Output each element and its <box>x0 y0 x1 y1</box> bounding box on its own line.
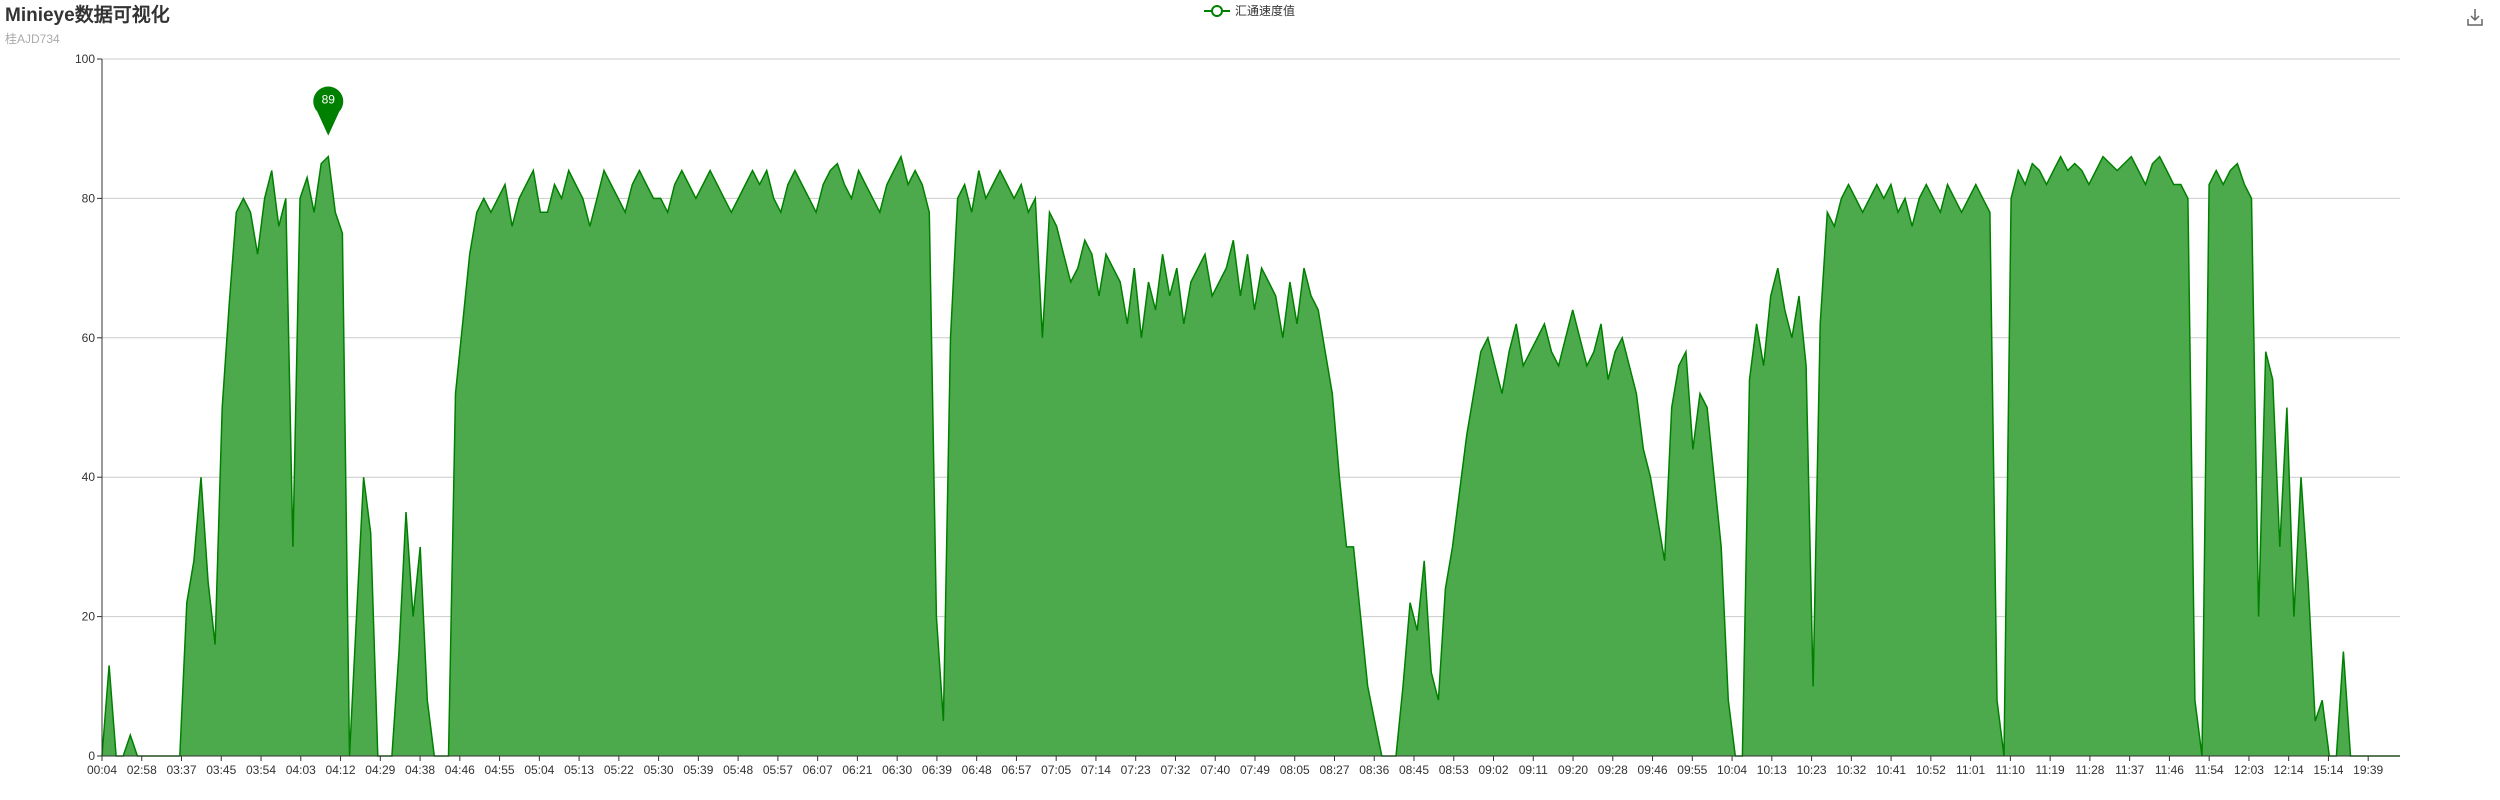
x-tick-label: 02:58 <box>127 763 157 777</box>
x-tick-label: 06:07 <box>803 763 833 777</box>
x-tick-label: 08:05 <box>1280 763 1310 777</box>
series-line <box>101 154 2400 757</box>
x-tick-label: 06:30 <box>882 763 912 777</box>
x-tick-label: 03:37 <box>166 763 196 777</box>
x-tick-label: 11:10 <box>1996 763 2025 777</box>
x-tick-label: 12:14 <box>2274 763 2304 777</box>
y-tick-label: 80 <box>82 191 96 205</box>
x-tick-label: 06:57 <box>1001 763 1031 777</box>
x-tick-label: 05:04 <box>524 763 554 777</box>
max-markpoint-pin <box>313 86 344 136</box>
x-tick-label: 11:01 <box>1956 763 1985 777</box>
x-tick-label: 09:46 <box>1638 763 1668 777</box>
x-tick-label: 19:39 <box>2353 763 2383 777</box>
x-tick-label: 04:38 <box>405 763 435 777</box>
x-tick-label: 09:55 <box>1677 763 1707 777</box>
x-tick-label: 10:23 <box>1797 763 1827 777</box>
x-tick-label: 07:40 <box>1200 763 1230 777</box>
y-tick-label: 60 <box>82 331 96 345</box>
chart-title: Minieye数据可视化 <box>5 5 170 26</box>
x-tick-label: 10:04 <box>1717 763 1747 777</box>
x-tick-label: 03:45 <box>206 763 236 777</box>
x-tick-label: 04:03 <box>286 763 316 777</box>
x-tick-label: 07:49 <box>1240 763 1270 777</box>
download-icon[interactable] <box>2464 6 2486 28</box>
x-tick-label: 04:55 <box>485 763 515 777</box>
series-area <box>102 156 2400 757</box>
x-tick-label: 11:28 <box>2075 763 2104 777</box>
x-tick-label: 05:22 <box>604 763 634 777</box>
x-tick-label: 05:57 <box>763 763 793 777</box>
x-tick-label: 06:48 <box>962 763 992 777</box>
x-tick-label: 08:53 <box>1439 763 1469 777</box>
y-tick-label: 0 <box>88 749 95 763</box>
x-tick-label: 04:12 <box>326 763 356 777</box>
x-tick-label: 00:04 <box>87 763 117 777</box>
x-tick-label: 09:02 <box>1479 763 1509 777</box>
x-tick-label: 03:54 <box>246 763 276 777</box>
x-tick-label: 11:54 <box>2195 763 2224 777</box>
x-tick-label: 12:03 <box>2234 763 2264 777</box>
x-tick-label: 05:48 <box>723 763 753 777</box>
x-tick-label: 10:32 <box>1836 763 1866 777</box>
line-circle-icon <box>1204 4 1230 17</box>
x-tick-label: 07:23 <box>1121 763 1151 777</box>
x-tick-label: 09:20 <box>1558 763 1588 777</box>
x-tick-label: 10:52 <box>1916 763 1946 777</box>
x-tick-label: 11:19 <box>2036 763 2065 777</box>
x-tick-label: 09:11 <box>1519 763 1548 777</box>
x-tick-label: 15:14 <box>2313 763 2343 777</box>
x-tick-label: 05:13 <box>564 763 594 777</box>
x-tick-label: 07:32 <box>1160 763 1190 777</box>
x-tick-label: 10:13 <box>1757 763 1787 777</box>
x-tick-label: 05:39 <box>683 763 713 777</box>
x-tick-label: 08:36 <box>1359 763 1389 777</box>
x-tick-label: 09:28 <box>1598 763 1628 777</box>
legend-label: 汇通速度值 <box>1235 4 1296 18</box>
y-tick-label: 100 <box>75 52 95 66</box>
x-tick-label: 06:21 <box>842 763 872 777</box>
chart-subtitle: 桂AJD734 <box>5 32 60 46</box>
x-tick-label: 07:14 <box>1081 763 1111 777</box>
y-tick-label: 40 <box>82 470 96 484</box>
x-tick-label: 04:29 <box>365 763 395 777</box>
max-markpoint-label: 89 <box>322 93 336 107</box>
x-tick-label: 11:46 <box>2155 763 2184 777</box>
x-tick-label: 10:41 <box>1876 763 1906 777</box>
y-tick-label: 20 <box>82 610 96 624</box>
legend-item[interactable]: 汇通速度值 <box>1204 2 1295 19</box>
x-tick-label: 08:27 <box>1319 763 1349 777</box>
x-tick-label: 07:05 <box>1041 763 1071 777</box>
x-tick-label: 06:39 <box>922 763 952 777</box>
x-tick-label: 05:30 <box>644 763 674 777</box>
x-tick-label: 08:45 <box>1399 763 1429 777</box>
x-tick-label: 04:46 <box>445 763 475 777</box>
x-tick-label: 11:37 <box>2115 763 2144 777</box>
